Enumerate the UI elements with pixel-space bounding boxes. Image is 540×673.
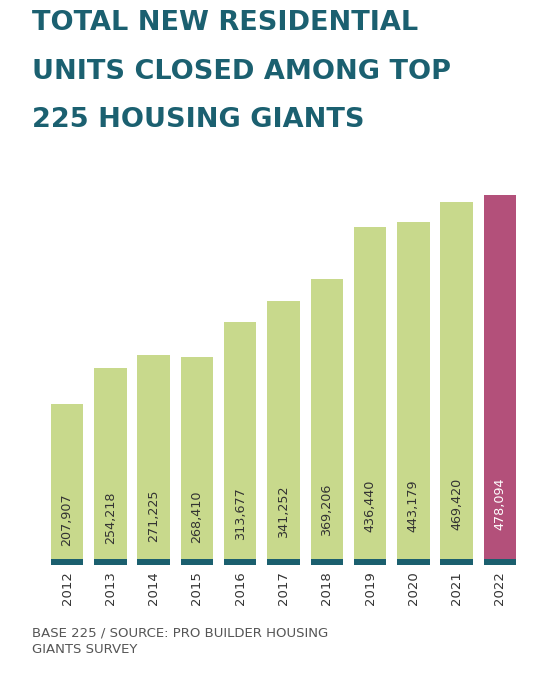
Text: 268,410: 268,410: [191, 490, 204, 542]
Text: 225 HOUSING GIANTS: 225 HOUSING GIANTS: [32, 107, 365, 133]
Bar: [137, 559, 170, 565]
Bar: [397, 222, 430, 559]
Bar: [51, 559, 83, 565]
Bar: [224, 322, 256, 559]
Text: 478,094: 478,094: [494, 477, 507, 530]
Text: 313,677: 313,677: [234, 487, 247, 540]
Text: 443,179: 443,179: [407, 479, 420, 532]
Bar: [181, 559, 213, 565]
Bar: [441, 559, 473, 565]
Bar: [441, 202, 473, 559]
Bar: [484, 559, 516, 565]
Bar: [94, 559, 126, 565]
Bar: [354, 227, 386, 559]
Bar: [484, 195, 516, 559]
Bar: [137, 355, 170, 559]
Text: 469,420: 469,420: [450, 478, 463, 530]
Text: BASE 225 / SOURCE: PRO BUILDER HOUSING
GIANTS SURVEY: BASE 225 / SOURCE: PRO BUILDER HOUSING G…: [32, 626, 329, 656]
Bar: [267, 301, 300, 559]
Bar: [354, 559, 386, 565]
Text: 207,907: 207,907: [60, 494, 73, 546]
Bar: [397, 559, 430, 565]
Text: 341,252: 341,252: [277, 486, 290, 538]
Bar: [310, 279, 343, 559]
Bar: [224, 559, 256, 565]
Bar: [51, 404, 83, 559]
Text: 369,206: 369,206: [320, 484, 333, 536]
Bar: [310, 559, 343, 565]
Bar: [181, 357, 213, 559]
Bar: [94, 368, 126, 559]
Bar: [267, 559, 300, 565]
Text: TOTAL NEW RESIDENTIAL: TOTAL NEW RESIDENTIAL: [32, 10, 418, 36]
Text: UNITS CLOSED AMONG TOP: UNITS CLOSED AMONG TOP: [32, 59, 451, 85]
Text: 254,218: 254,218: [104, 491, 117, 544]
Text: 436,440: 436,440: [363, 480, 376, 532]
Text: 271,225: 271,225: [147, 490, 160, 542]
